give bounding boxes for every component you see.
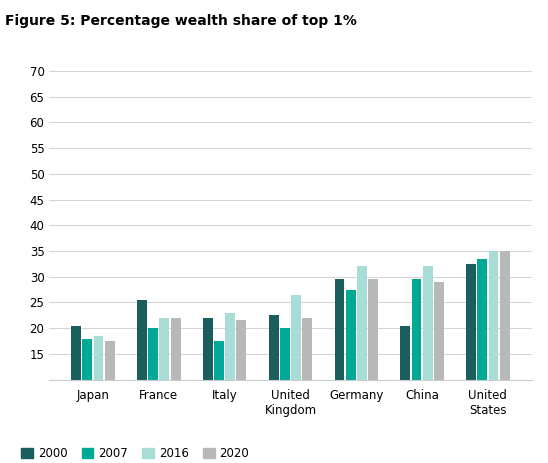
Bar	[149, 328, 158, 380]
Bar	[280, 328, 290, 380]
Legend: 2000, 2007, 2016, 2020: 2000, 2007, 2016, 2020	[16, 442, 254, 463]
Bar	[412, 279, 421, 380]
Bar	[477, 259, 487, 380]
Bar	[214, 341, 224, 380]
Bar	[423, 267, 432, 380]
Bar	[466, 264, 476, 380]
Bar	[203, 318, 213, 380]
Bar	[489, 251, 499, 380]
Bar	[105, 341, 115, 380]
Bar	[137, 300, 147, 380]
Bar	[500, 251, 510, 380]
Bar	[357, 267, 367, 380]
Bar	[170, 318, 180, 380]
Bar	[94, 336, 104, 380]
Bar	[71, 325, 81, 380]
Bar	[82, 338, 92, 380]
Bar	[159, 318, 169, 380]
Text: Figure 5: Percentage wealth share of top 1%: Figure 5: Percentage wealth share of top…	[5, 14, 357, 28]
Bar	[434, 282, 444, 380]
Bar	[237, 320, 247, 380]
Bar	[334, 279, 344, 380]
Bar	[368, 279, 378, 380]
Bar	[225, 313, 235, 380]
Bar	[291, 295, 301, 380]
Bar	[401, 325, 410, 380]
Bar	[346, 290, 356, 380]
Bar	[302, 318, 312, 380]
Bar	[269, 315, 278, 380]
